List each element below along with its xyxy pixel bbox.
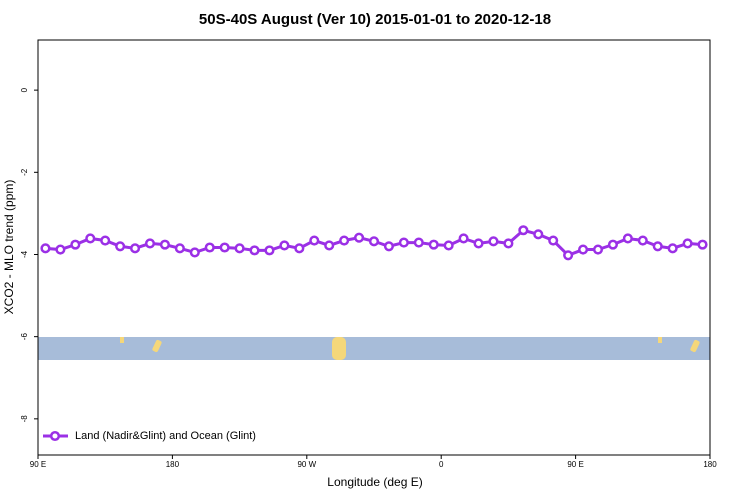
legend-label: Land (Nadir&Glint) and Ocean (Glint) <box>75 430 256 442</box>
point <box>473 238 484 249</box>
point <box>115 241 126 252</box>
point <box>294 243 305 254</box>
point <box>309 235 320 246</box>
land-patch <box>690 339 700 353</box>
y-tick-label: -8 <box>20 415 29 423</box>
point <box>503 238 514 249</box>
point <box>264 245 275 256</box>
x-tick-label: 90 E <box>567 460 583 469</box>
x-axis-label: Longitude (deg E) <box>327 475 422 489</box>
point <box>130 243 141 254</box>
x-tick-label: 0 <box>439 460 444 469</box>
point <box>354 232 365 243</box>
y-tick-label: -6 <box>20 333 29 341</box>
point <box>100 235 111 246</box>
point <box>85 233 96 244</box>
point <box>697 239 708 250</box>
point <box>159 239 170 250</box>
x-tick-label: 90 W <box>297 460 316 469</box>
point <box>398 237 409 248</box>
point <box>144 238 156 249</box>
map-strip <box>38 337 710 360</box>
point <box>70 239 81 250</box>
x-tick-label: 180 <box>166 460 180 469</box>
point <box>488 236 499 247</box>
y-tick-label: -4 <box>20 250 29 258</box>
point <box>533 229 544 240</box>
point <box>458 233 469 244</box>
point <box>219 242 230 253</box>
point <box>667 243 678 254</box>
ocean-band <box>38 337 710 360</box>
land-patch <box>120 337 124 343</box>
point <box>189 247 200 258</box>
point <box>324 240 335 251</box>
point <box>279 240 290 251</box>
point <box>249 245 260 256</box>
land-patch <box>152 339 162 353</box>
point <box>55 244 66 255</box>
point <box>174 243 185 254</box>
point <box>368 236 380 247</box>
point <box>234 243 245 254</box>
legend-marker <box>49 430 61 442</box>
land-patch <box>658 337 662 343</box>
point <box>383 241 394 252</box>
point <box>622 233 633 244</box>
point <box>592 244 604 255</box>
point <box>682 238 693 249</box>
x-tick-label: 180 <box>703 460 717 469</box>
y-tick-label: 0 <box>20 87 29 92</box>
point <box>637 235 648 246</box>
point <box>607 239 618 250</box>
x-tick-label: 90 E <box>30 460 46 469</box>
point <box>578 244 589 255</box>
point <box>548 235 559 246</box>
point <box>443 240 454 251</box>
point <box>40 243 51 254</box>
point <box>563 250 574 261</box>
point <box>339 235 350 246</box>
y-axis-label: XCO2 - MLO trend (ppm) <box>2 180 16 315</box>
point <box>428 239 439 250</box>
point <box>413 237 424 248</box>
plot-frame <box>37 39 711 456</box>
point <box>204 242 215 253</box>
point <box>652 241 663 252</box>
y-tick-label: -2 <box>20 168 29 176</box>
chart-title: 50S-40S August (Ver 10) 2015-01-01 to 20… <box>199 11 551 28</box>
point <box>518 225 529 236</box>
land-patch <box>332 337 346 360</box>
